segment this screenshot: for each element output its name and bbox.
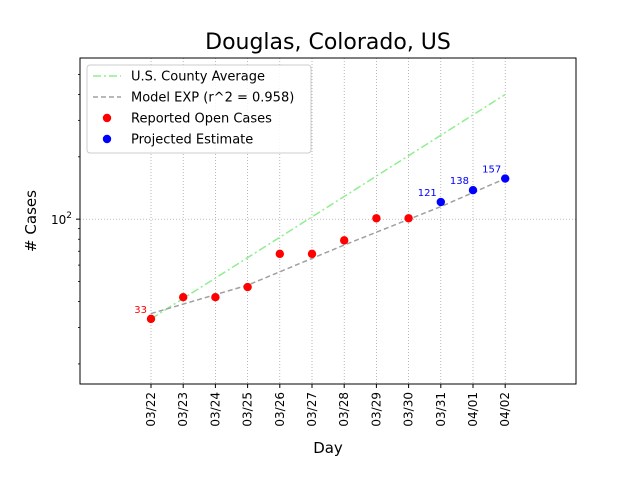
data-point bbox=[275, 249, 284, 259]
data-point bbox=[468, 185, 478, 195]
x-tick-label: 03/28 bbox=[337, 392, 351, 427]
y-tick-label: 102 bbox=[51, 211, 72, 227]
legend-label: U.S. County Average bbox=[131, 70, 265, 85]
legend-swatch bbox=[102, 113, 112, 123]
data-point bbox=[179, 292, 188, 302]
x-tick-label: 04/01 bbox=[466, 392, 480, 427]
x-tick-label: 03/26 bbox=[273, 392, 287, 427]
data-label: 33 bbox=[134, 305, 147, 316]
x-tick-label: 03/24 bbox=[208, 392, 222, 427]
legend-label: Reported Open Cases bbox=[131, 112, 272, 127]
series-line bbox=[150, 93, 506, 320]
data-point bbox=[436, 197, 445, 207]
x-tick-label: 03/25 bbox=[241, 392, 255, 427]
data-point bbox=[243, 282, 252, 292]
series-layer: 33 121 138 157 bbox=[134, 93, 510, 324]
legend-label: Model EXP (r^2 = 0.958) bbox=[131, 91, 294, 106]
data-point bbox=[372, 214, 381, 223]
x-tick-label: 03/31 bbox=[434, 392, 448, 427]
x-tick-label: 03/30 bbox=[402, 392, 416, 427]
x-tick-label: 03/23 bbox=[176, 392, 190, 427]
legend-box bbox=[86, 64, 312, 154]
legend-label: Projected Estimate bbox=[131, 133, 253, 148]
chart-title: Douglas, Colorado, US bbox=[205, 30, 451, 55]
legend: U.S. County Average Model EXP (r^2 = 0.95… bbox=[86, 64, 312, 154]
axis-layer: 03/22 03/23 03/24 03/25 03/26 03/27 03/28 03/29… bbox=[51, 73, 512, 427]
data-point bbox=[340, 236, 349, 245]
x-axis-label: Day bbox=[313, 439, 343, 457]
data-label: 138 bbox=[450, 176, 469, 187]
data-point bbox=[211, 292, 220, 302]
data-point bbox=[307, 249, 317, 259]
x-tick-label: 03/29 bbox=[369, 392, 383, 427]
data-label: 157 bbox=[482, 165, 501, 176]
data-point bbox=[404, 214, 413, 223]
data-label: 121 bbox=[418, 188, 437, 199]
legend-swatch bbox=[102, 134, 112, 144]
data-point bbox=[501, 174, 510, 183]
series-line bbox=[150, 177, 506, 315]
data-point bbox=[146, 314, 156, 324]
x-tick-label: 04/02 bbox=[498, 392, 512, 427]
x-tick-label: 03/22 bbox=[144, 392, 158, 427]
y-axis-label: # Cases bbox=[22, 190, 40, 252]
x-tick-label: 03/27 bbox=[305, 392, 319, 427]
plot-frame bbox=[79, 57, 577, 385]
